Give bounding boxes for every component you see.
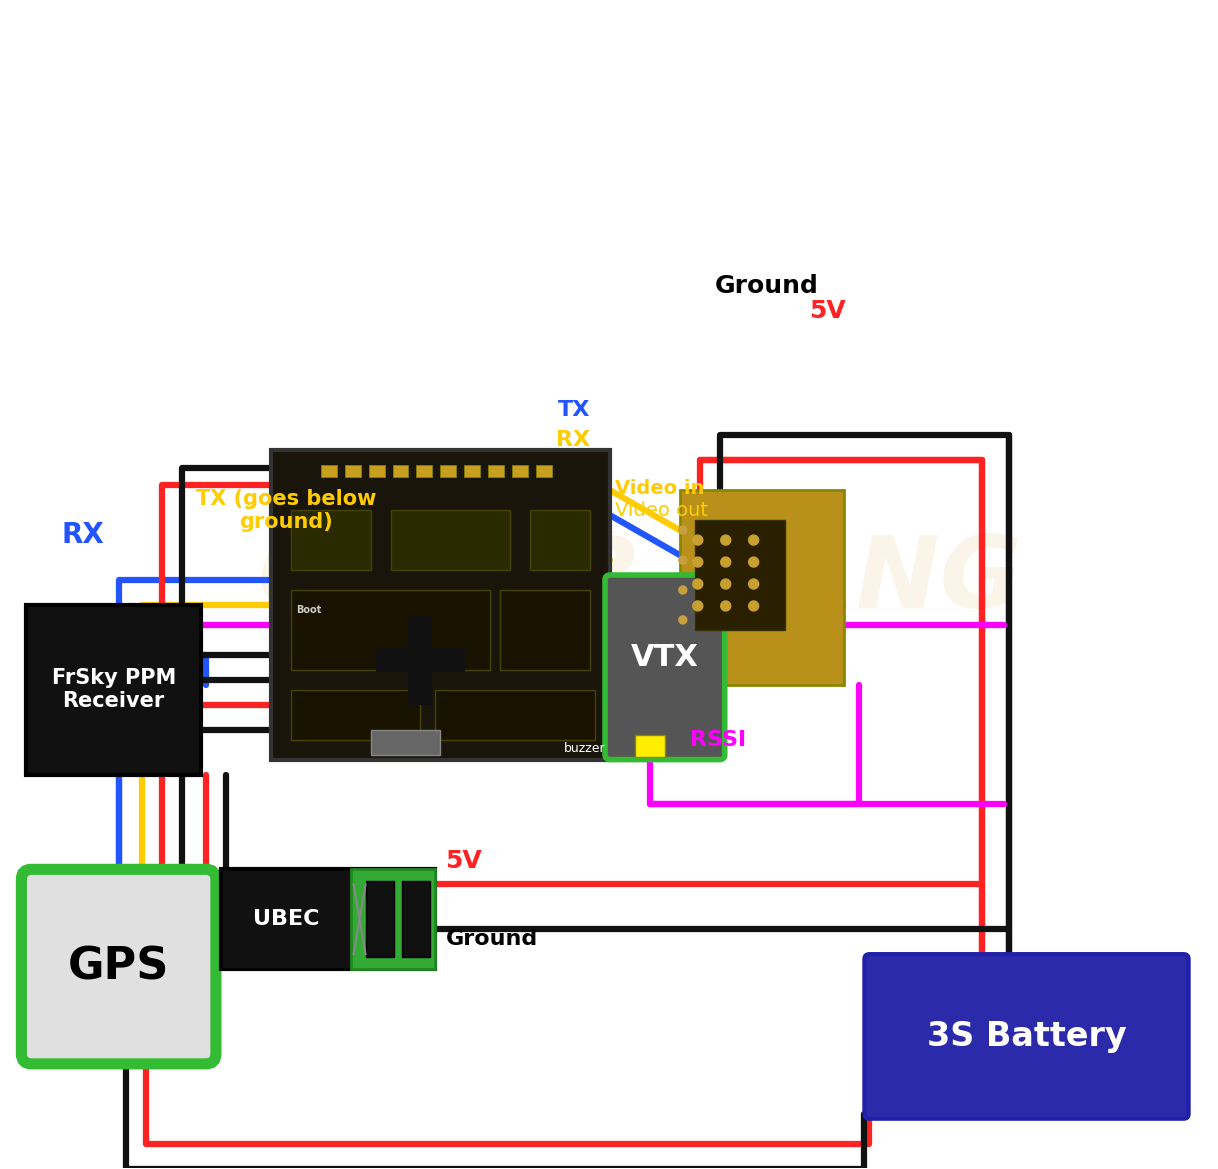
Bar bbox=[391, 510, 510, 570]
Circle shape bbox=[678, 556, 687, 565]
Bar bbox=[536, 465, 552, 477]
Bar bbox=[402, 881, 430, 957]
Bar bbox=[27, 604, 201, 775]
Text: buzzer: buzzer bbox=[564, 741, 605, 755]
Bar bbox=[351, 870, 435, 969]
Bar bbox=[375, 648, 465, 672]
Bar bbox=[370, 729, 441, 755]
Text: RX: RX bbox=[61, 521, 104, 549]
Circle shape bbox=[749, 535, 759, 545]
Circle shape bbox=[721, 535, 731, 545]
Circle shape bbox=[749, 601, 759, 611]
Bar bbox=[513, 465, 529, 477]
Text: 5V: 5V bbox=[810, 298, 847, 323]
Circle shape bbox=[749, 558, 759, 567]
Circle shape bbox=[721, 558, 731, 567]
Circle shape bbox=[721, 579, 731, 589]
Bar bbox=[320, 465, 336, 477]
FancyBboxPatch shape bbox=[605, 575, 725, 760]
Bar bbox=[408, 615, 432, 705]
Circle shape bbox=[721, 601, 731, 611]
Bar bbox=[291, 510, 370, 570]
Bar bbox=[488, 465, 504, 477]
Circle shape bbox=[749, 579, 759, 589]
Text: 5V: 5V bbox=[446, 850, 482, 873]
Bar bbox=[464, 465, 480, 477]
Bar bbox=[392, 465, 408, 477]
Bar bbox=[291, 690, 420, 740]
FancyBboxPatch shape bbox=[35, 884, 202, 1050]
Bar bbox=[220, 870, 351, 969]
Bar bbox=[345, 465, 361, 477]
FancyBboxPatch shape bbox=[865, 954, 1189, 1119]
Bar bbox=[365, 881, 393, 957]
Text: UBEC: UBEC bbox=[252, 909, 319, 929]
Circle shape bbox=[693, 579, 703, 589]
Bar bbox=[435, 690, 596, 740]
Bar bbox=[680, 490, 844, 685]
Text: VTX: VTX bbox=[631, 643, 699, 672]
Text: TX: TX bbox=[558, 401, 590, 421]
Text: Video in: Video in bbox=[615, 479, 704, 498]
Bar bbox=[291, 590, 491, 670]
Bar bbox=[270, 450, 610, 760]
Bar bbox=[635, 734, 665, 756]
Circle shape bbox=[693, 535, 703, 545]
Circle shape bbox=[693, 558, 703, 567]
Text: TX (goes below
ground): TX (goes below ground) bbox=[196, 489, 376, 532]
Circle shape bbox=[693, 601, 703, 611]
Bar bbox=[694, 520, 784, 630]
Bar bbox=[220, 870, 435, 969]
Text: Ground: Ground bbox=[715, 274, 818, 298]
Bar bbox=[530, 510, 590, 570]
FancyBboxPatch shape bbox=[22, 870, 216, 1064]
Bar bbox=[417, 465, 432, 477]
Text: FrSky PPM
Receiver: FrSky PPM Receiver bbox=[51, 669, 175, 712]
Bar bbox=[369, 465, 385, 477]
Text: Ground: Ground bbox=[446, 929, 537, 949]
Circle shape bbox=[678, 586, 687, 594]
Circle shape bbox=[678, 616, 687, 624]
Text: RSSI: RSSI bbox=[689, 729, 745, 749]
Text: 3S Battery: 3S Battery bbox=[927, 1019, 1127, 1053]
Text: GPS: GPS bbox=[68, 945, 169, 988]
Circle shape bbox=[678, 526, 687, 534]
Bar bbox=[441, 465, 457, 477]
Text: Video out: Video out bbox=[615, 500, 708, 520]
Text: Boot: Boot bbox=[296, 604, 322, 615]
Bar bbox=[501, 590, 590, 670]
Text: RX: RX bbox=[555, 430, 590, 450]
Text: OSCAR LIANG: OSCAR LIANG bbox=[258, 532, 1022, 629]
